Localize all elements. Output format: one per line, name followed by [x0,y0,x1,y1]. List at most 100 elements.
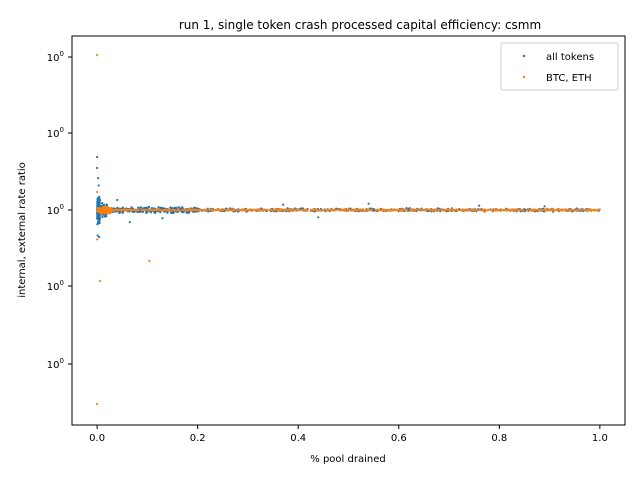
point-btc-eth [572,208,575,211]
point-btc-eth [185,209,188,212]
point-btc-eth [244,208,247,212]
point-all-tokens [98,235,101,239]
point-all-tokens [101,202,104,205]
point-btc-eth [276,208,279,211]
point-btc-eth [456,208,459,211]
point-btc-eth [268,208,272,212]
point-btc-eth [413,209,416,212]
x-axis-label: % pool drained [310,454,385,465]
point-btc-eth [291,208,294,211]
point-btc-eth [97,207,100,210]
point-btc-eth [520,208,524,212]
point-all-tokens [408,206,411,210]
point-btc-eth [159,208,163,212]
point-btc-eth [148,259,151,263]
point-all-tokens [97,184,100,187]
point-all-tokens [96,217,99,220]
point-all-tokens [98,221,101,225]
point-btc-eth [96,402,99,406]
point-all-tokens [161,217,164,220]
point-btc-eth [383,209,386,212]
x-tick-label: 0.6 [391,433,407,444]
points-layer [96,53,601,406]
point-btc-eth [495,208,498,211]
point-btc-eth [248,208,252,211]
point-all-tokens [101,215,104,219]
point-btc-eth [213,209,216,212]
point-btc-eth [477,208,480,211]
point-btc-eth [581,209,584,212]
point-btc-eth [514,209,518,212]
point-btc-eth [116,208,119,211]
point-btc-eth [105,209,108,212]
point-btc-eth [110,206,113,210]
point-btc-eth [324,209,327,212]
point-btc-eth [330,208,334,211]
point-btc-eth [391,208,394,212]
point-btc-eth [381,209,384,212]
point-btc-eth [171,208,175,211]
point-btc-eth [263,208,266,211]
point-btc-eth [556,208,559,212]
point-btc-eth [549,208,552,212]
point-btc-eth [485,209,488,212]
point-btc-eth [369,208,373,211]
point-btc-eth [306,209,309,212]
point-btc-eth [218,208,221,211]
point-btc-eth [272,208,275,211]
y-axis-label: internal, external rate ratio [17,162,28,298]
point-btc-eth [283,208,286,212]
point-all-tokens [177,206,180,209]
x-tick-label: 0.0 [89,433,105,444]
point-btc-eth [553,209,557,212]
point-btc-eth [532,208,535,211]
point-btc-eth [396,208,399,211]
point-btc-eth [448,208,451,212]
point-btc-eth [158,208,161,211]
point-btc-eth [567,209,570,212]
point-all-tokens [148,205,151,208]
point-btc-eth [501,208,504,212]
point-btc-eth [119,208,122,212]
point-btc-eth [510,209,513,212]
point-btc-eth [102,208,105,211]
point-btc-eth [182,208,185,211]
point-all-tokens [372,208,375,211]
point-btc-eth [404,208,407,212]
point-btc-eth [451,208,454,211]
point-btc-eth [505,208,508,212]
point-btc-eth [143,209,147,212]
point-all-tokens [116,198,119,202]
point-btc-eth [229,208,232,212]
point-btc-eth [107,206,110,209]
point-btc-eth [358,208,361,211]
point-all-tokens [116,206,119,209]
point-btc-eth [168,208,171,212]
point-btc-eth [489,208,492,211]
point-all-tokens [99,205,102,208]
point-btc-eth [409,209,413,212]
point-all-tokens [166,211,169,214]
point-btc-eth [360,208,363,212]
point-btc-eth [426,208,430,211]
point-btc-eth [314,208,318,212]
point-all-tokens [96,204,99,207]
point-btc-eth [130,208,133,211]
point-btc-eth [507,208,510,211]
point-all-tokens [98,199,101,202]
point-btc-eth [122,208,126,211]
point-btc-eth [393,208,396,212]
point-all-tokens [367,202,370,205]
point-all-tokens [103,215,107,218]
x-tick-label: 0.8 [491,433,507,444]
point-btc-eth [597,209,600,212]
point-all-tokens [96,234,99,237]
point-btc-eth [298,209,301,212]
point-btc-eth [237,208,240,212]
point-btc-eth [449,208,453,211]
point-btc-eth [293,209,296,212]
point-all-tokens [169,211,173,214]
point-btc-eth [286,208,289,212]
point-btc-eth [96,238,99,241]
